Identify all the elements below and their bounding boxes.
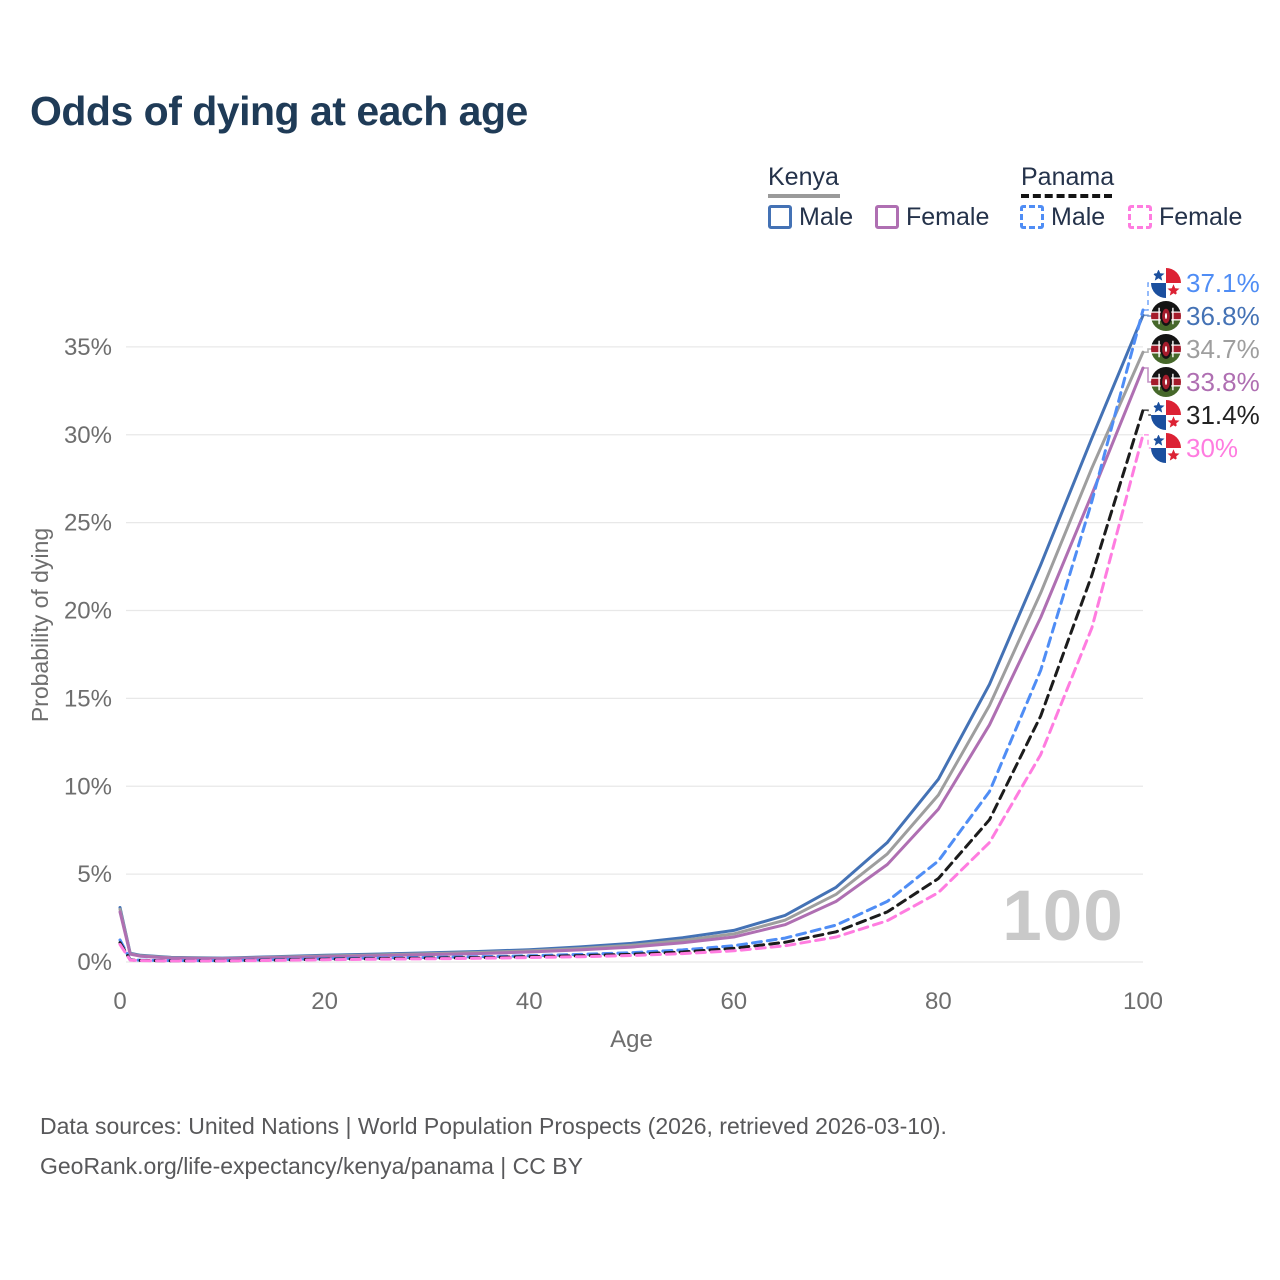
kenya-flag-icon [1151,367,1181,397]
y-tick-label: 30% [64,422,112,449]
series-lines [118,308,1145,963]
kenya-flag-icon [1151,301,1181,331]
leader-line-panama-female [1144,434,1151,449]
legend-kenya-label[interactable]: Kenya [768,163,839,191]
y-axis-title: Probability of dying [27,528,53,722]
legend-kenya-line-sample [768,194,840,198]
legend-panama-male-label[interactable]: Male [1051,203,1106,231]
x-tick-label: 20 [311,988,338,1015]
y-tick-label: 25% [64,510,112,537]
data-source-note: Data sources: United Nations | World Pop… [40,1106,947,1186]
panama-flag-icon [1151,400,1181,430]
x-tick-label: 40 [516,988,543,1015]
end-value-panama-male: 37.1% [1186,268,1260,298]
legend-kenya-male-label[interactable]: Male [799,203,854,231]
series-line-panama-female [118,433,1145,963]
end-value-kenya-female: 33.8% [1186,367,1260,397]
leader-line-panama-male [1144,282,1151,311]
panama-flag-icon [1151,268,1181,298]
x-tick-label: 0 [113,988,126,1015]
y-tick-label: 35% [64,334,112,361]
leader-line-kenya-female [1144,367,1151,383]
x-tick-label: 60 [720,988,747,1015]
series-line-kenya-male [118,313,1145,960]
footer-line-2[interactable]: GeoRank.org/life-expectancy/kenya/panama… [40,1153,583,1179]
series-line-kenya-female [118,366,1145,961]
end-value-kenya-male: 36.8% [1186,301,1260,331]
y-tick-label: 10% [64,773,112,800]
leader-line-panama-total [1144,409,1151,416]
series-line-kenya-total [118,350,1145,960]
footer-line-1: Data sources: United Nations | World Pop… [40,1113,947,1139]
legend-kenya-female-label[interactable]: Female [906,203,990,231]
page-title: Odds of dying at each age [30,88,528,134]
legend-panama-label[interactable]: Panama [1021,163,1115,191]
end-value-labels: 37.1%36.8%34.7%33.8%31.4%30% [1144,268,1260,463]
series-line-panama-male [118,308,1145,963]
legend-panama-line-sample [1021,194,1112,198]
legend-kenya-male-swatch[interactable] [768,205,792,229]
end-value-kenya-total: 34.7% [1186,334,1260,364]
legend-kenya-female-swatch[interactable] [875,205,899,229]
x-tick-label: 100 [1123,988,1163,1015]
y-tick-label: 5% [77,861,112,888]
y-tick-label: 20% [64,598,112,625]
leader-line-kenya-male [1144,314,1151,317]
y-tick-label: 15% [64,685,112,712]
axes: 0 20 40 60 80 100 Age Probability of dying [27,528,1163,1053]
x-tick-label: 80 [925,988,952,1015]
leader-line-kenya-total [1144,348,1151,353]
y-tick-label: 0% [77,949,112,976]
gridlines: 0% 5% 10% 15% 20% 25% 30% 35% [64,334,1143,976]
hover-age-watermark: 100 [1002,877,1124,956]
legend-panama-female-label[interactable]: Female [1159,203,1243,231]
kenya-flag-icon [1151,334,1181,364]
x-axis-title: Age [610,1026,653,1053]
end-value-panama-female: 30% [1186,433,1238,463]
legend-panama-female-swatch[interactable] [1128,205,1152,229]
legend-panama-male-swatch[interactable] [1020,205,1044,229]
end-value-panama-total: 31.4% [1186,400,1260,430]
panama-flag-icon [1151,433,1181,463]
